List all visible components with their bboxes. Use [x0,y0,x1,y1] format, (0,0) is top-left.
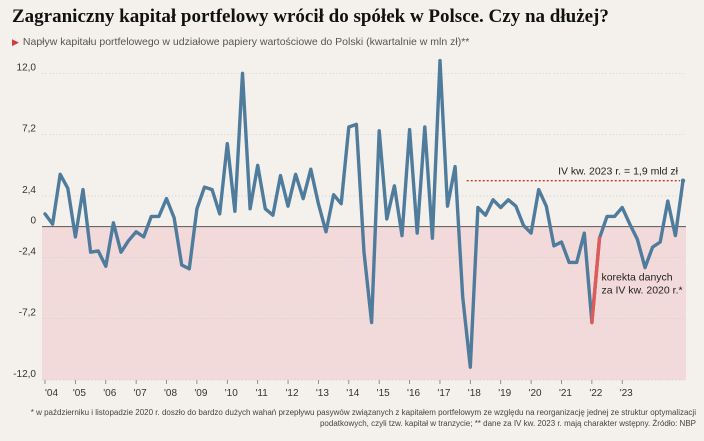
x-tick-label: '12 [286,388,299,399]
x-tick-label: '19 [498,388,511,399]
reference-label: IV kw. 2023 r. = 1,9 mld zł [558,166,679,178]
y-tick-label: -7,2 [19,308,37,319]
x-tick-label: '10 [225,388,238,399]
last-point-marker [680,178,686,183]
x-tick-label: '13 [316,388,329,399]
x-axis-ticks: '04 '05 '06 '07 '08 '09 '10 '11 '12 '13 '14 '15 '16 '… [44,380,633,399]
y-tick-label: -12,0 [13,369,36,380]
x-tick-label: '08 [164,388,177,399]
x-tick-label: '04 [45,388,58,399]
x-tick-label: '17 [437,388,450,399]
x-tick-label: '22 [589,388,602,399]
subtitle-text: Napływ kapitału portfelowego w udziałowe… [22,36,470,48]
x-tick-label: '16 [407,388,420,399]
footnote: * w październiku i listopadzie 2020 r. d… [30,408,696,428]
x-tick-label: '06 [103,388,116,399]
y-tick-label: -2,4 [19,246,37,257]
chart-subtitle: ▶ Napływ kapitału portfelowego w udziałow… [12,36,469,48]
y-axis-ticks: 12,0 7,2 2,4 0 -2,4 -7,2 -12,0 [13,62,36,380]
series-line-group [43,58,686,369]
y-tick-label: 2,4 [22,185,36,196]
x-tick-label: '21 [559,388,572,399]
line-chart: 12,0 7,2 2,4 0 -2,4 -7,2 -12,0 '04 '05 '06 '07 '08… [13,58,686,399]
page-title: Zagraniczny kapitał portfelowy wrócił do… [12,6,609,27]
x-tick-label: '09 [194,388,207,399]
triangle-marker-icon: ▶ [12,37,19,47]
correction-annotation: korekta danych [601,271,672,283]
reference-line-group: IV kw. 2023 r. = 1,9 mld zł [466,166,680,182]
y-tick-label: 7,2 [22,124,36,135]
correction-annotation: za IV kw. 2020 r.* [601,284,682,296]
x-tick-label: '15 [377,388,390,399]
x-tick-label: '11 [256,388,269,399]
y-tick-label: 12,0 [17,62,37,73]
x-tick-label: '20 [529,388,542,399]
x-tick-label: '18 [468,388,481,399]
correction-segment [590,236,602,325]
series-line [43,58,685,369]
x-tick-label: '07 [134,388,147,399]
y-tick-label: 0 [30,216,36,227]
x-tick-label: '14 [346,388,359,399]
x-tick-label: '23 [620,388,633,399]
x-tick-label: '05 [73,388,86,399]
